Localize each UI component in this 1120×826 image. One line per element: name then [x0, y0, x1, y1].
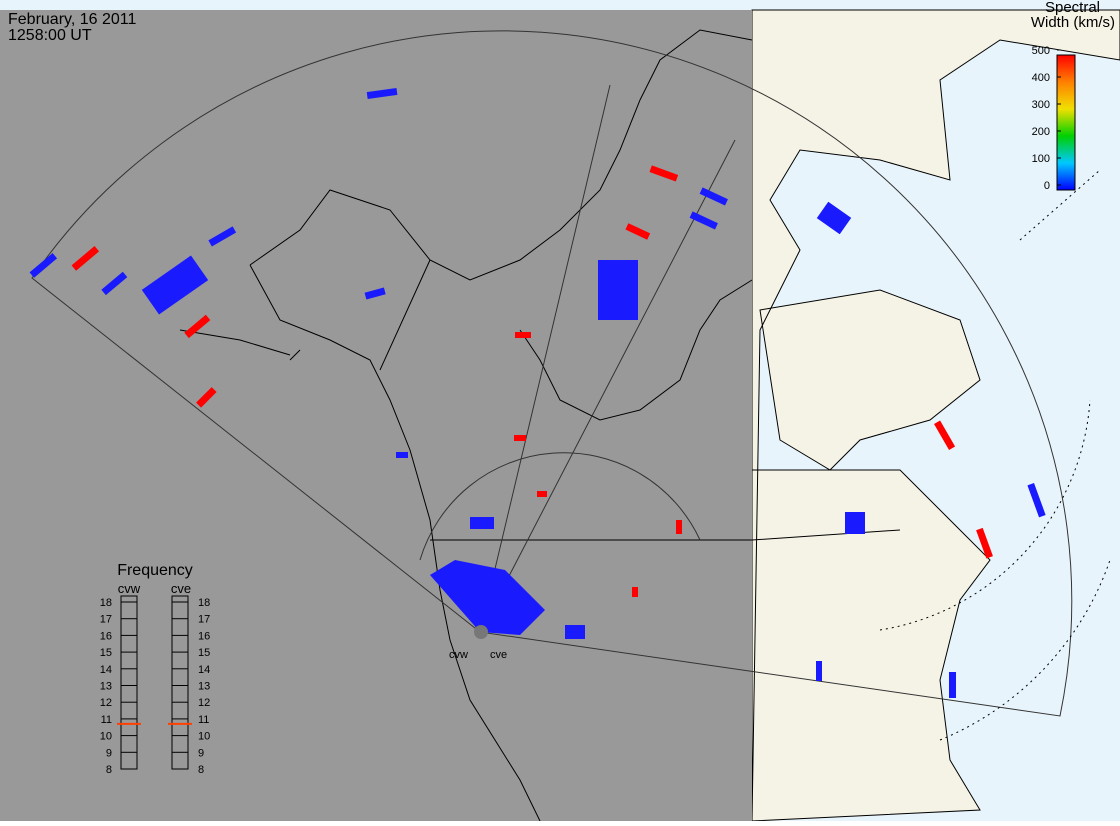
frequency-tick-label: 15 — [100, 647, 112, 659]
echo — [949, 672, 956, 698]
echo — [396, 452, 408, 458]
night-shade — [0, 10, 752, 821]
frequency-tick-label: 8 — [106, 764, 112, 776]
frequency-tick-label: 18 — [198, 597, 210, 609]
echo — [816, 201, 852, 235]
frequency-tick-label: 12 — [100, 697, 112, 709]
echo — [430, 560, 545, 635]
frequency-tick-label: 17 — [100, 614, 112, 626]
frequency-tick-label: 9 — [106, 747, 112, 759]
echo — [565, 625, 585, 639]
frequency-tick-label: 13 — [198, 681, 210, 693]
station-label: cve — [490, 649, 507, 661]
frequency-tick-label: 9 — [198, 747, 204, 759]
echo — [976, 527, 993, 559]
radar-name: cvw — [118, 581, 141, 596]
colorbar — [1056, 54, 1076, 191]
echo — [625, 223, 651, 240]
echo — [598, 260, 638, 320]
echo — [699, 187, 728, 206]
time: 1258:00 UT — [8, 27, 92, 44]
echo — [141, 255, 209, 315]
frequency-tick-label: 14 — [100, 664, 112, 676]
colorbar-tick-label: 500 — [1032, 45, 1050, 57]
echo — [649, 165, 679, 182]
frequency-title: Frequency — [117, 562, 193, 579]
echo — [676, 520, 682, 534]
echo — [366, 87, 398, 100]
echo — [29, 253, 58, 278]
echo — [101, 271, 128, 296]
echo — [515, 332, 531, 338]
echo — [364, 287, 386, 300]
radar-name: cve — [171, 581, 191, 596]
echo — [689, 211, 718, 230]
echo — [632, 587, 638, 597]
radar-fan — [31, 30, 1073, 717]
colorbar-tick-label: 100 — [1032, 153, 1050, 165]
colorbar-tick-label: 200 — [1032, 126, 1050, 138]
echo — [470, 517, 494, 529]
latitude-lines — [879, 169, 1111, 741]
echo — [196, 387, 217, 408]
colorbar-tick-label: 400 — [1032, 72, 1050, 84]
frequency-tick-label: 11 — [198, 714, 209, 726]
colorbar-tick-label: 0 — [1044, 180, 1050, 192]
frequency-tick-label: 11 — [101, 714, 112, 726]
radar-site — [474, 625, 488, 639]
frequency-tick-label: 18 — [100, 597, 112, 609]
frequency-tick-label: 10 — [198, 731, 210, 743]
date: February, 16 2011 — [8, 11, 136, 28]
frequency-tick-label: 8 — [198, 764, 204, 776]
echo — [816, 661, 822, 681]
echo — [537, 491, 547, 497]
land — [751, 9, 1120, 822]
frequency-tick-label: 17 — [198, 614, 210, 626]
colorbar-tick-label: 300 — [1032, 99, 1050, 111]
frequency-tick-label: 15 — [198, 647, 210, 659]
station-label: cvw — [449, 649, 468, 661]
frequency-tick-label: 14 — [198, 664, 210, 676]
colorbar-title: Width (km/s) — [1031, 14, 1115, 31]
echo — [514, 435, 526, 441]
frequency-tick-label: 16 — [198, 630, 210, 642]
frequency-tick-label: 10 — [100, 731, 112, 743]
echo — [845, 512, 865, 534]
echo — [71, 246, 100, 271]
frequency-tick-label: 12 — [198, 697, 210, 709]
echoes — [29, 87, 1046, 698]
frequency-tick-label: 13 — [100, 681, 112, 693]
frequency-tick-label: 16 — [100, 630, 112, 642]
echo — [1027, 482, 1046, 518]
echo — [208, 226, 237, 247]
colorbar-title: Spectral — [1045, 0, 1100, 16]
echo — [184, 314, 211, 339]
echo — [934, 420, 956, 450]
